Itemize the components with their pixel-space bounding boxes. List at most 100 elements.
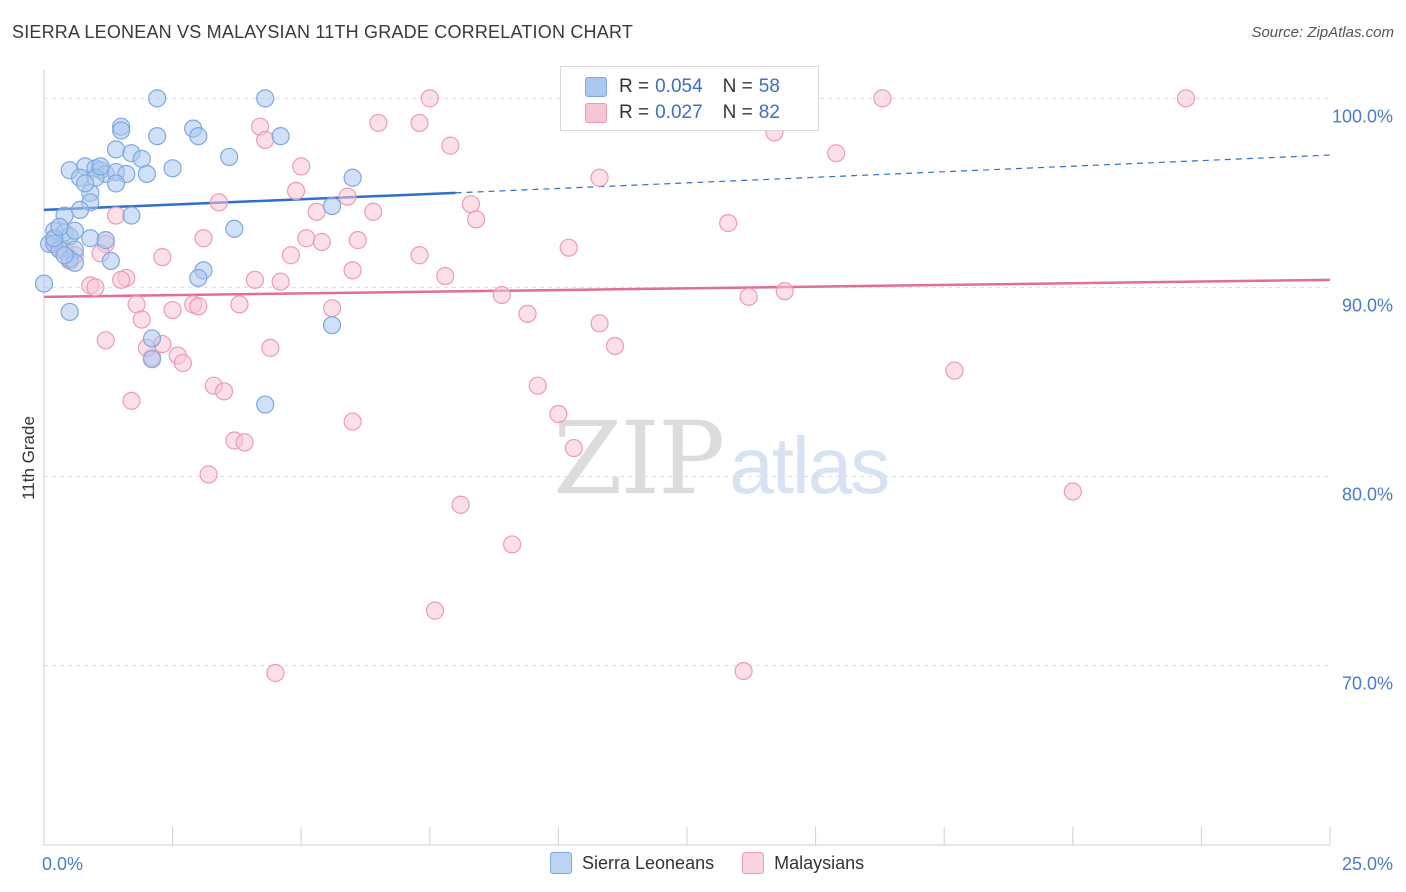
point-malaysians — [132, 310, 151, 329]
point-sierra-leoneans — [34, 274, 54, 293]
point-malaysians — [297, 229, 316, 248]
point-malaysians — [322, 299, 342, 318]
point-malaysians — [559, 238, 578, 257]
legend-r-value: 0.054 — [655, 76, 703, 97]
point-malaysians — [461, 195, 481, 214]
point-malaysians — [106, 206, 126, 225]
x-tick-label-max: 25.0% — [1342, 854, 1393, 874]
point-malaysians — [86, 278, 105, 297]
point-malaysians — [410, 113, 429, 133]
point-malaysians — [564, 438, 583, 458]
point-malaysians — [312, 232, 331, 252]
point-sierra-leoneans — [70, 200, 90, 219]
point-malaysians — [873, 89, 892, 108]
point-malaysians — [503, 535, 522, 554]
point-sierra-leoneans — [189, 268, 208, 288]
point-sierra-leoneans — [106, 174, 126, 193]
point-sierra-leoneans — [220, 147, 239, 167]
tick-labels: 100.0% 90.0% 80.0% 70.0% 0.0% 25.0% 11th Grade — [19, 106, 1393, 874]
point-malaysians — [245, 270, 265, 289]
point-malaysians — [590, 314, 609, 333]
point-sierra-leoneans — [122, 206, 141, 225]
point-malaysians — [235, 433, 254, 452]
point-malaysians — [266, 663, 285, 683]
point-sierra-leoneans — [132, 149, 151, 168]
point-malaysians — [209, 193, 228, 212]
point-sierra-leoneans — [55, 246, 74, 265]
point-malaysians — [364, 202, 383, 221]
point-malaysians — [194, 229, 213, 248]
point-malaysians — [739, 287, 758, 306]
chart-title: SIERRA LEONEAN VS MALAYSIAN 11TH GRADE C… — [12, 22, 634, 42]
point-sierra-leoneans — [148, 89, 167, 108]
point-malaysians — [369, 113, 388, 133]
point-malaysians — [199, 465, 218, 484]
point-malaysians — [1063, 482, 1082, 501]
point-malaysians — [827, 144, 846, 163]
point-malaysians — [528, 376, 547, 395]
point-sierra-leoneans — [76, 174, 95, 193]
point-malaysians — [590, 168, 609, 187]
point-malaysians — [271, 272, 290, 291]
y-tick-label: 70.0% — [1342, 673, 1393, 693]
point-malaysians — [343, 261, 362, 280]
y-tick-label: 80.0% — [1342, 484, 1393, 504]
legend-row-malaysians: R = 0.027 N = 82 — [585, 101, 780, 125]
point-malaysians — [173, 353, 192, 373]
trend-line-malaysians — [43, 278, 1331, 299]
trend-line-sierra-leoneans — [43, 191, 456, 212]
point-malaysians — [492, 285, 511, 305]
point-malaysians — [96, 331, 115, 350]
point-sierra-leoneans — [225, 219, 244, 238]
point-sierra-leoneans — [322, 196, 342, 216]
y-tick-label: 90.0% — [1342, 295, 1393, 315]
point-sierra-leoneans — [343, 168, 362, 187]
watermark-zip: ZIP — [553, 400, 725, 517]
point-malaysians — [425, 601, 445, 620]
legend-item-malaysians[interactable]: Malaysians — [742, 852, 864, 874]
point-malaysians — [189, 297, 208, 316]
point-sierra-leoneans — [322, 316, 342, 335]
point-malaysians — [549, 404, 568, 424]
y-tick-label: 100.0% — [1332, 106, 1393, 126]
watermark: ZIPatlas — [553, 400, 890, 517]
point-malaysians — [734, 661, 753, 681]
series-legend: Sierra Leoneans Malaysians — [550, 852, 892, 874]
point-sierra-leoneans — [256, 89, 275, 108]
point-sierra-leoneans — [60, 302, 79, 322]
point-sierra-leoneans — [271, 127, 290, 146]
watermark-atlas: atlas — [729, 421, 890, 510]
point-malaysians — [281, 246, 301, 265]
point-malaysians — [127, 295, 146, 314]
point-malaysians — [122, 391, 141, 410]
legend-item-sierra-leoneans[interactable]: Sierra Leoneans — [550, 852, 714, 874]
point-malaysians — [410, 246, 429, 265]
legend-label-malaysians: Malaysians — [774, 852, 865, 873]
legend-n-value: 82 — [758, 102, 780, 123]
legend-label-sierra-leoneans: Sierra Leoneans — [582, 852, 715, 873]
point-malaysians — [307, 202, 326, 221]
point-malaysians — [338, 187, 357, 206]
point-malaysians — [451, 495, 470, 514]
point-sierra-leoneans — [163, 159, 182, 178]
point-sierra-leoneans — [101, 251, 120, 271]
legend-r-label: R = — [619, 102, 650, 123]
point-sierra-leoneans — [91, 157, 110, 176]
point-malaysians — [775, 282, 794, 301]
point-malaysians — [719, 214, 738, 233]
legend-r-label: R = — [619, 76, 650, 97]
point-malaysians — [214, 382, 234, 401]
point-sierra-leoneans — [256, 395, 275, 414]
axes — [43, 70, 1331, 846]
legend-n-label: N = — [722, 102, 753, 123]
point-malaysians — [230, 295, 249, 314]
legend-swatch-sierra-leoneans — [585, 77, 607, 97]
point-sierra-leoneans — [96, 231, 115, 250]
point-malaysians — [436, 266, 455, 286]
point-sierra-leoneans — [137, 164, 156, 184]
point-malaysians — [256, 130, 275, 150]
point-sierra-leoneans — [106, 140, 126, 159]
point-malaysians — [112, 270, 131, 289]
point-malaysians — [292, 157, 311, 176]
